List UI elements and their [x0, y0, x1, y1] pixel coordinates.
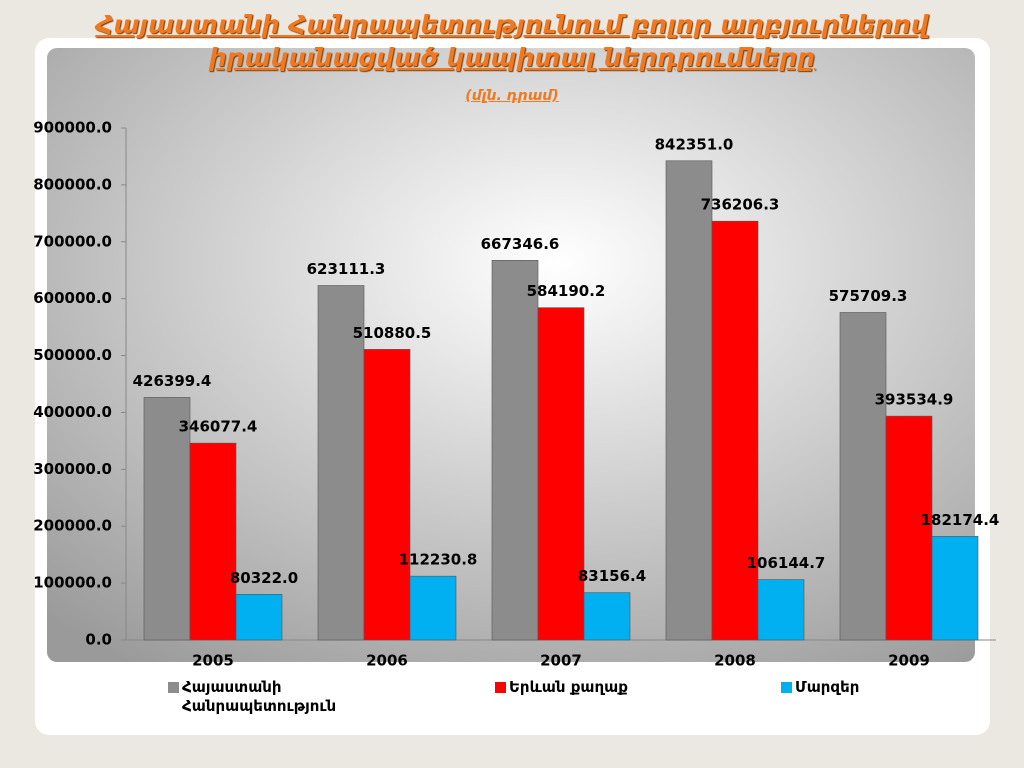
- legend-item: Երևան քաղաք: [495, 678, 675, 697]
- bar: [839, 312, 887, 641]
- x-tick-label: 2008: [714, 652, 756, 670]
- x-tick-label: 2006: [366, 652, 408, 670]
- legend-item: Մարզեր: [781, 678, 961, 697]
- bar: [409, 575, 457, 641]
- chart-subtitle: (մլն. դրամ): [465, 88, 559, 104]
- data-label: 393534.9: [875, 391, 954, 409]
- legend-label: Երևան քաղաք: [509, 678, 628, 696]
- data-label: 106144.7: [747, 554, 826, 572]
- legend-swatch: [495, 682, 506, 693]
- bar: [491, 260, 539, 641]
- data-label: 182174.4: [921, 511, 1000, 529]
- y-tick-label: 600000.0: [33, 289, 112, 307]
- y-tick-label: 500000.0: [33, 346, 112, 364]
- data-label: 736206.3: [701, 196, 780, 214]
- bar: [885, 415, 933, 641]
- data-label: 575709.3: [829, 287, 908, 305]
- data-label: 667346.6: [481, 235, 560, 253]
- data-label: 80322.0: [230, 569, 298, 587]
- chart-title: Հայաստանի Հանրապետությունում բոլոր աղբյո…: [95, 10, 929, 72]
- y-tick-label: 200000.0: [33, 517, 112, 535]
- legend-swatch: [168, 682, 179, 693]
- y-tick-label: 700000.0: [33, 232, 112, 250]
- bar: [143, 397, 191, 641]
- bar: [583, 592, 631, 641]
- y-tick-label: 900000.0: [33, 119, 112, 137]
- legend-swatch: [781, 682, 792, 693]
- legend-label: Մարզեր: [795, 678, 860, 696]
- bar: [931, 536, 979, 641]
- x-tick-label: 2005: [192, 652, 234, 670]
- data-label: 426399.4: [133, 372, 212, 390]
- bar: [189, 442, 237, 641]
- data-label: 83156.4: [578, 567, 646, 585]
- y-tick-label: 400000.0: [33, 403, 112, 421]
- data-label: 584190.2: [527, 282, 606, 300]
- bar: [711, 220, 759, 641]
- legend-label: Հայաստանի Հանրապետություն: [182, 678, 337, 715]
- x-tick-label: 2007: [540, 652, 582, 670]
- data-label: 346077.4: [179, 418, 258, 436]
- bar: [757, 579, 805, 641]
- bar: [665, 160, 713, 641]
- bar: [537, 307, 585, 641]
- y-tick-label: 800000.0: [33, 175, 112, 193]
- bar: [235, 594, 283, 641]
- legend-item: Հայաստանի Հանրապետություն: [168, 678, 368, 716]
- data-label: 623111.3: [307, 260, 386, 278]
- bar: [317, 285, 365, 641]
- data-label: 510880.5: [353, 324, 432, 342]
- data-label: 842351.0: [655, 135, 734, 153]
- y-tick-label: 300000.0: [33, 460, 112, 478]
- x-tick-label: 2009: [888, 652, 930, 670]
- bar: [363, 349, 411, 641]
- y-tick-label: 100000.0: [33, 574, 112, 592]
- y-tick-label: 0.0: [85, 631, 112, 649]
- data-label: 112230.8: [399, 551, 478, 569]
